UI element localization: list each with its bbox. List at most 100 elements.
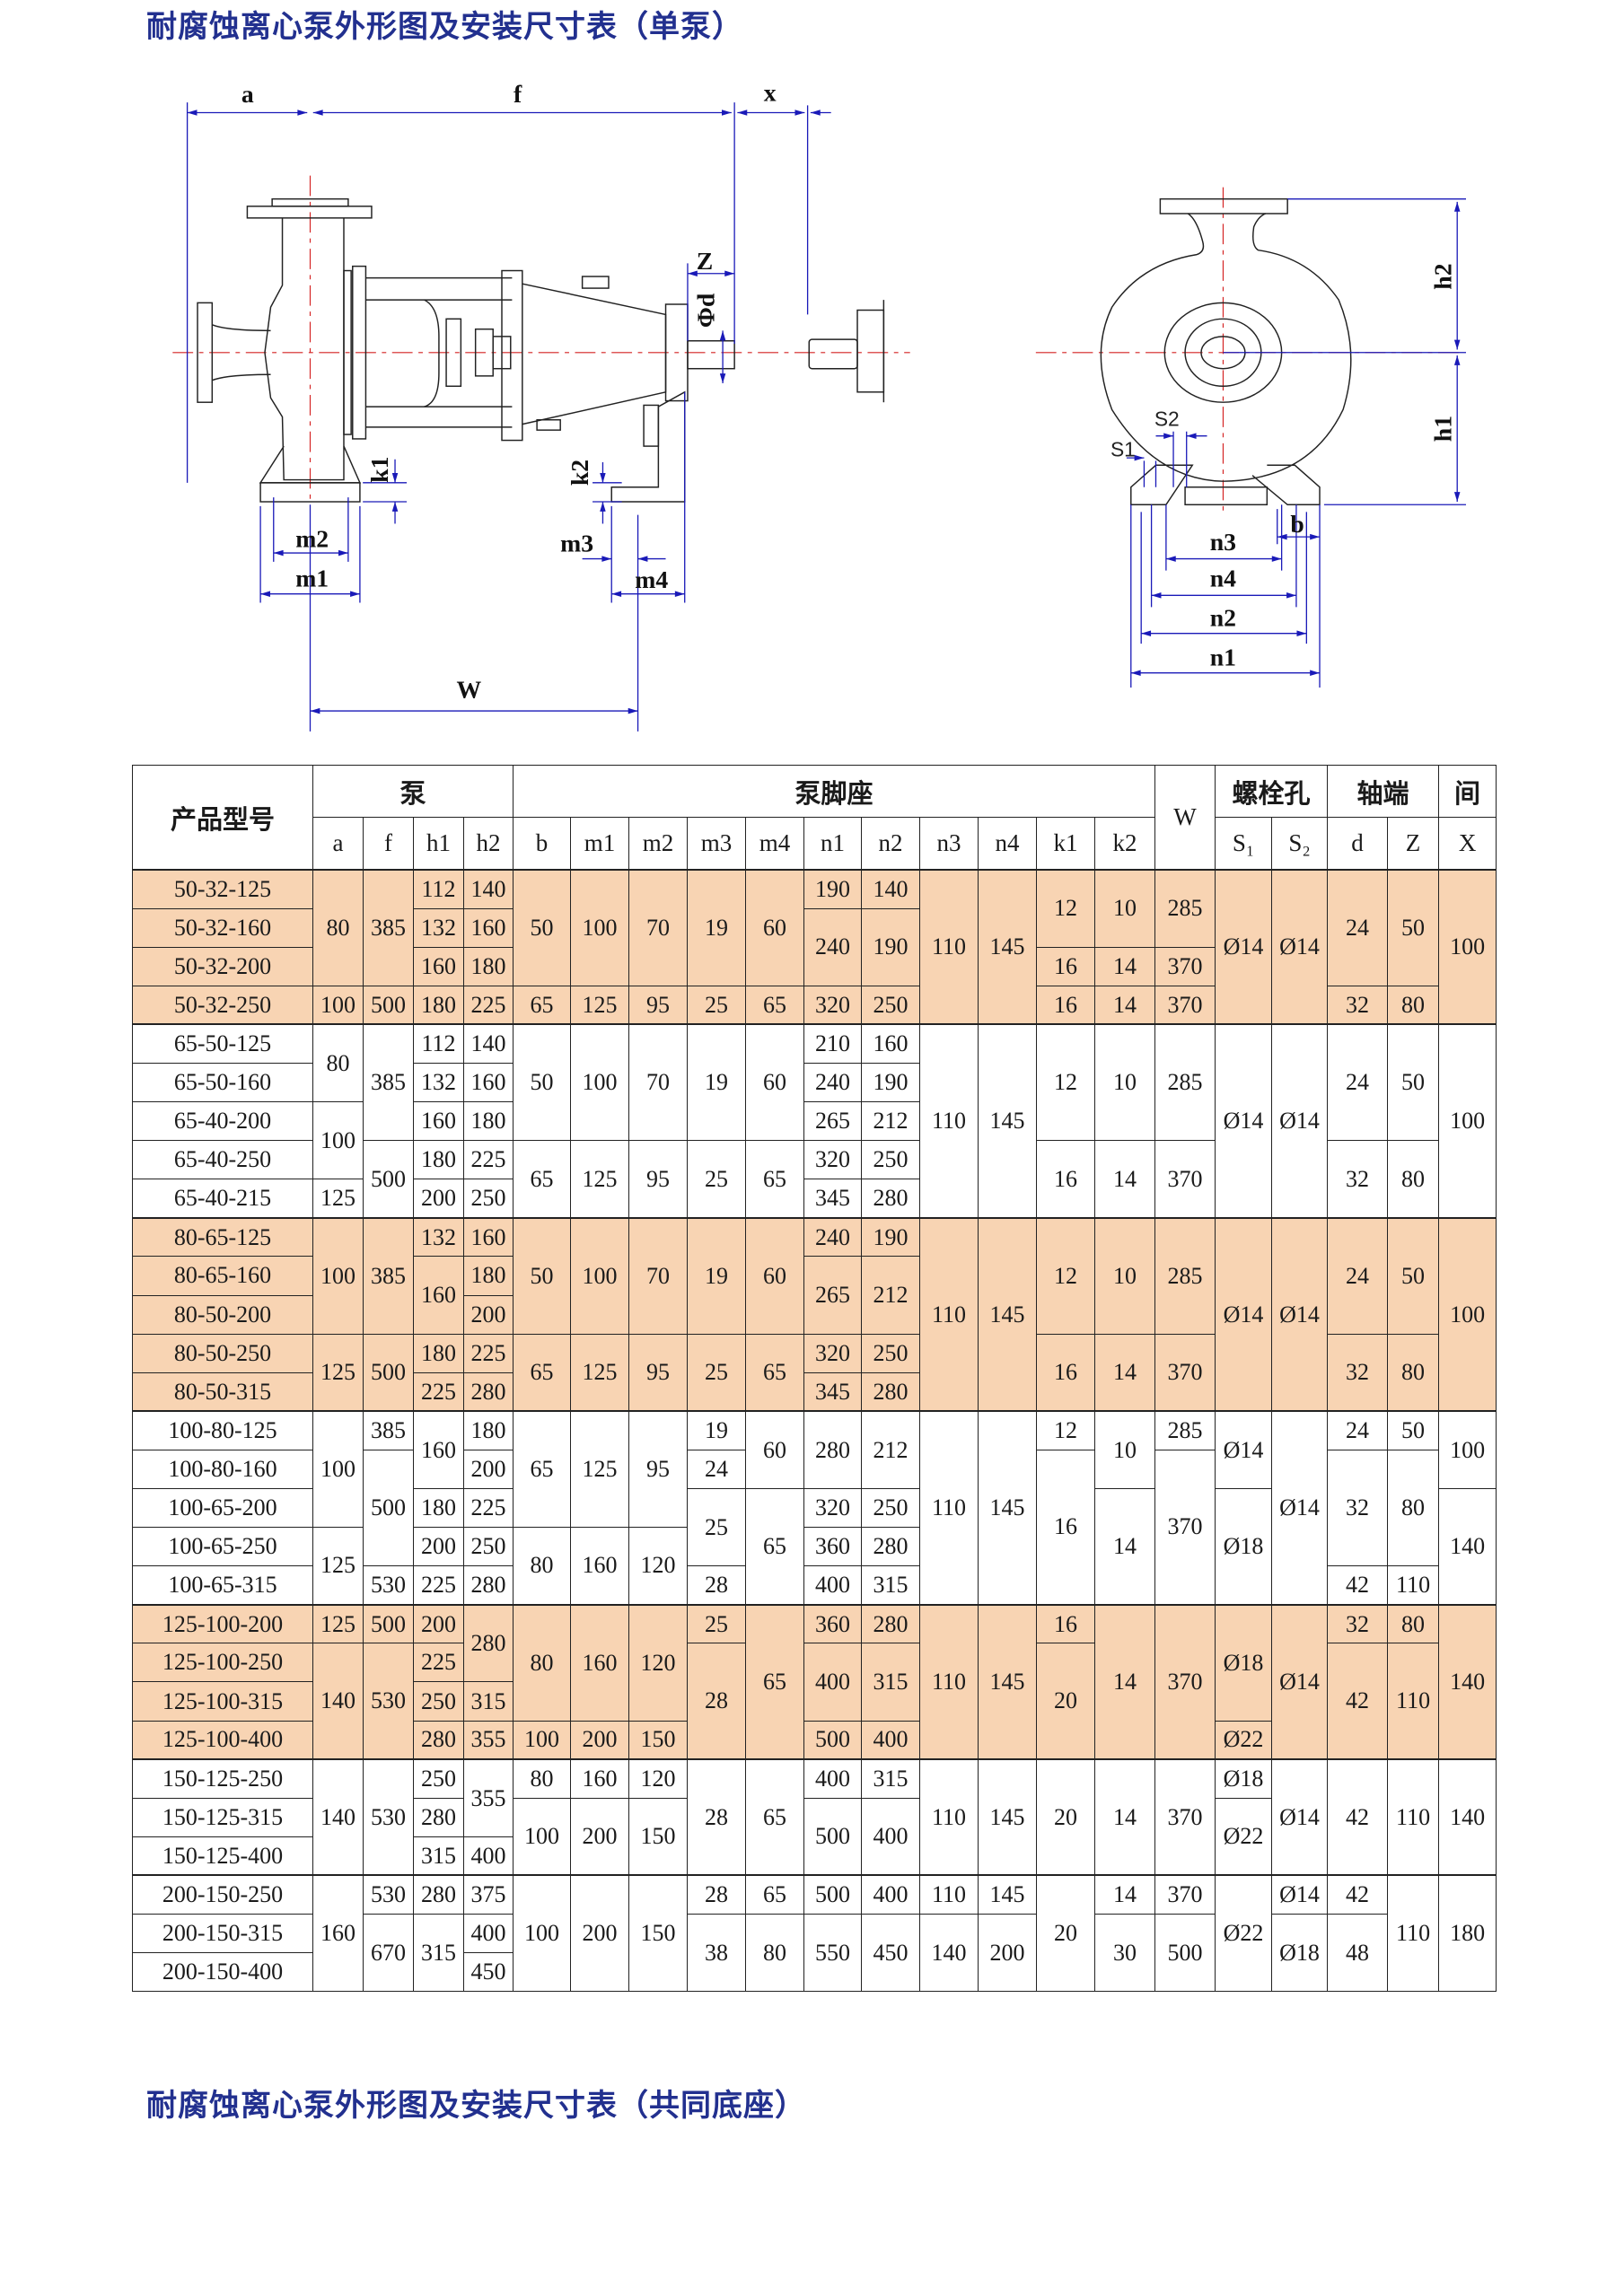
value-cell: 180 <box>462 946 514 986</box>
value-cell: 160 <box>312 1874 364 1993</box>
model-cell: 80-65-160 <box>132 1256 313 1296</box>
value-cell: 16 <box>1036 1333 1096 1412</box>
column-header: Z <box>1387 817 1440 871</box>
value-cell: 160 <box>413 946 464 986</box>
table-row: 65-40-250 500 180 225 65 125 95 25 65 320 250 16 14 3… <box>132 1140 1497 1219</box>
value-cell: 280 <box>861 1179 921 1219</box>
value-cell: 212 <box>861 1256 921 1335</box>
value-cell: 20 <box>1036 1643 1096 1760</box>
value-cell: 132 <box>413 907 464 948</box>
column-header: m3 <box>687 817 747 871</box>
value-cell: 24 <box>1327 1410 1389 1450</box>
header-model: 产品型号 <box>132 765 313 871</box>
value-cell: 140 <box>1438 1603 1497 1760</box>
value-cell: 190 <box>861 1062 921 1103</box>
value-cell: 24 <box>1327 868 1389 986</box>
value-cell: 80 <box>513 1527 572 1606</box>
header-group-bolt-hole: 螺栓孔 <box>1215 765 1329 818</box>
value-cell: 14 <box>1094 985 1156 1025</box>
value-cell: 180 <box>462 1256 514 1296</box>
value-cell: Ø14 <box>1271 1410 1329 1606</box>
value-cell: 530 <box>363 1874 414 1915</box>
value-cell: 19 <box>687 1023 747 1142</box>
value-cell: 50 <box>1387 1023 1440 1142</box>
header-w: W <box>1154 765 1216 871</box>
table-row: 125-100-200 125 500 200 280 80 160 120 25 65 360 28… <box>132 1603 1497 1760</box>
value-cell: 70 <box>628 1023 689 1142</box>
table-row: 50-32-125 80 385 112 140 50 100 70 19 60 190 140 110… <box>132 868 1497 1025</box>
dim-label-k2: k2 <box>566 460 593 486</box>
model-cell: 200-150-315 <box>132 1914 313 1954</box>
column-header: h2 <box>462 817 514 871</box>
value-cell: 355 <box>462 1758 514 1837</box>
value-cell: 200 <box>413 1527 464 1567</box>
value-cell: 100 <box>1438 868 1497 1025</box>
dim-label-n2: n2 <box>1210 604 1236 632</box>
value-cell: 16 <box>1036 1449 1096 1606</box>
column-header: k1 <box>1036 817 1096 871</box>
value-cell: 180 <box>413 1487 464 1529</box>
value-cell: 25 <box>687 985 747 1025</box>
value-cell: 190 <box>861 1216 921 1258</box>
value-cell: 24 <box>1327 1216 1389 1335</box>
page-title: 耐腐蚀离心泵外形图及安装尺寸表（单泵） <box>146 9 743 45</box>
value-cell: 200 <box>570 1797 630 1876</box>
value-cell: 100 <box>1438 1410 1497 1490</box>
column-header: k2 <box>1094 817 1156 871</box>
value-cell: 315 <box>861 1643 921 1722</box>
value-cell: 200 <box>413 1179 464 1219</box>
model-cell: 150-125-250 <box>132 1758 313 1799</box>
model-cell: 125-100-400 <box>132 1720 313 1760</box>
dim-label-w: W <box>456 675 481 703</box>
value-cell: 16 <box>1036 1140 1096 1219</box>
model-cell: 100-65-315 <box>132 1565 313 1606</box>
value-cell: 180 <box>1438 1874 1497 1993</box>
value-cell: 145 <box>978 1216 1038 1412</box>
value-cell: 80 <box>312 868 364 986</box>
column-header: n4 <box>978 817 1038 871</box>
table-row: 65-50-125 80 385 112 140 50 100 70 19 60 210 160 110… <box>132 1023 1497 1219</box>
value-cell: 370 <box>1154 1758 1216 1876</box>
value-cell: 80 <box>513 1603 572 1722</box>
value-cell: 110 <box>919 1023 979 1219</box>
table-row: 200-150-400 450 <box>132 1952 1497 1993</box>
value-cell: 250 <box>462 1179 514 1219</box>
value-cell: 225 <box>413 1565 464 1606</box>
value-cell: 450 <box>462 1952 514 1993</box>
value-cell: 180 <box>413 1140 464 1180</box>
value-cell: 145 <box>978 1874 1038 1915</box>
value-cell: 10 <box>1094 1023 1156 1142</box>
value-cell: 100 <box>513 1720 572 1760</box>
value-cell: Ø14 <box>1215 1410 1273 1490</box>
dim-label-n1: n1 <box>1210 644 1236 671</box>
value-cell: 385 <box>363 1216 414 1335</box>
table-row: 100-65-315 530 225 280 28 400 315 42 110 <box>132 1565 1497 1606</box>
value-cell: 125 <box>312 1603 364 1644</box>
model-cell: 80-50-200 <box>132 1294 313 1335</box>
value-cell: 50 <box>1387 1216 1440 1335</box>
table-row: 65-50-160 132 160 240 190 <box>132 1062 1497 1103</box>
value-cell: 320 <box>803 985 863 1025</box>
value-cell: Ø18 <box>1215 1758 1273 1799</box>
table-row: 65-40-215 125 200 250 345 280 <box>132 1179 1497 1219</box>
value-cell: 80 <box>1387 1449 1440 1567</box>
value-cell: 14 <box>1094 1333 1156 1412</box>
value-cell: 225 <box>462 1140 514 1180</box>
value-cell: 110 <box>919 868 979 1025</box>
column-header: h1 <box>413 817 464 871</box>
pump-outline-drawing: a f x Z Φd k1 k2 m2 m1 m3 m4 W h2 <box>172 78 1466 732</box>
value-cell: 550 <box>803 1914 863 1993</box>
value-cell: 10 <box>1094 868 1156 948</box>
column-header: S₁ <box>1215 817 1273 871</box>
value-cell: 16 <box>1036 1603 1096 1644</box>
header-group-foot: 泵脚座 <box>513 765 1156 818</box>
value-cell: 112 <box>413 1023 464 1064</box>
value-cell: 100 <box>312 1101 364 1180</box>
table-row: 200-150-315 670 315 400 38 80 550 450 140 200 30 50… <box>132 1914 1497 1993</box>
model-cell: 125-100-200 <box>132 1603 313 1644</box>
dim-label-s2: S2 <box>1154 407 1180 430</box>
value-cell: 280 <box>861 1603 921 1644</box>
value-cell: 280 <box>413 1720 464 1760</box>
table-row: 80-50-250 125 500 180 225 65 125 95 25 65 320 250 16… <box>132 1333 1497 1412</box>
value-cell: 315 <box>413 1836 464 1876</box>
